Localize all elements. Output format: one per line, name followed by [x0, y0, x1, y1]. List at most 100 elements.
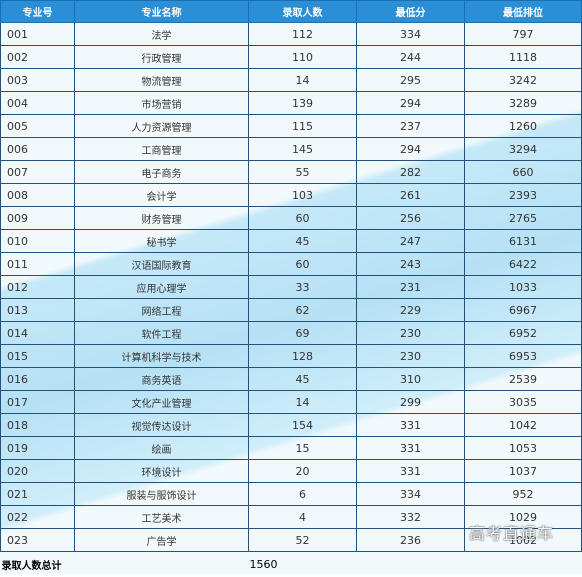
cell-min-score: 331: [357, 414, 465, 437]
cell-name: 工商管理: [75, 138, 249, 161]
total-label: 录取人数总计: [1, 552, 249, 577]
cell-min-rank: 1037: [465, 460, 582, 483]
table-header: 专业号 专业名称 录取人数 最低分 最低排位: [1, 1, 582, 23]
cell-name: 服装与服饰设计: [75, 483, 249, 506]
cell-min-score: 310: [357, 368, 465, 391]
cell-min-rank: 1033: [465, 276, 582, 299]
cell-enrolled: 154: [249, 414, 357, 437]
cell-name: 汉语国际教育: [75, 253, 249, 276]
cell-min-score: 331: [357, 437, 465, 460]
cell-code: 013: [1, 299, 75, 322]
cell-name: 秘书学: [75, 230, 249, 253]
cell-min-score: 247: [357, 230, 465, 253]
cell-enrolled: 33: [249, 276, 357, 299]
cell-enrolled: 139: [249, 92, 357, 115]
cell-enrolled: 128: [249, 345, 357, 368]
total-empty-cell: [357, 552, 582, 577]
cell-name: 文化产业管理: [75, 391, 249, 414]
cell-min-score: 334: [357, 23, 465, 46]
cell-code: 015: [1, 345, 75, 368]
cell-name: 会计学: [75, 184, 249, 207]
cell-name: 财务管理: [75, 207, 249, 230]
cell-name: 商务英语: [75, 368, 249, 391]
cell-name: 视觉传达设计: [75, 414, 249, 437]
cell-code: 020: [1, 460, 75, 483]
cell-code: 002: [1, 46, 75, 69]
cell-min-score: 294: [357, 92, 465, 115]
cell-min-rank: 6953: [465, 345, 582, 368]
cell-min-score: 299: [357, 391, 465, 414]
cell-min-score: 236: [357, 529, 465, 552]
cell-enrolled: 45: [249, 230, 357, 253]
cell-min-score: 261: [357, 184, 465, 207]
cell-code: 021: [1, 483, 75, 506]
cell-name: 软件工程: [75, 322, 249, 345]
cell-code: 003: [1, 69, 75, 92]
cell-min-score: 229: [357, 299, 465, 322]
cell-name: 网络工程: [75, 299, 249, 322]
cell-code: 004: [1, 92, 75, 115]
cell-enrolled: 103: [249, 184, 357, 207]
cell-code: 023: [1, 529, 75, 552]
cell-code: 012: [1, 276, 75, 299]
cell-enrolled: 110: [249, 46, 357, 69]
cell-name: 工艺美术: [75, 506, 249, 529]
cell-enrolled: 15: [249, 437, 357, 460]
cell-min-score: 295: [357, 69, 465, 92]
header-min-rank: 最低排位: [465, 1, 582, 23]
cell-min-rank: 797: [465, 23, 582, 46]
cell-name: 行政管理: [75, 46, 249, 69]
cell-name: 应用心理学: [75, 276, 249, 299]
header-min-score: 最低分: [357, 1, 465, 23]
header-name: 专业名称: [75, 1, 249, 23]
cell-min-rank: 1053: [465, 437, 582, 460]
cell-min-score: 331: [357, 460, 465, 483]
cell-code: 009: [1, 207, 75, 230]
cell-enrolled: 145: [249, 138, 357, 161]
cell-name: 绘画: [75, 437, 249, 460]
cell-name: 物流管理: [75, 69, 249, 92]
cell-min-score: 294: [357, 138, 465, 161]
cell-min-score: 237: [357, 115, 465, 138]
cell-enrolled: 4: [249, 506, 357, 529]
cell-enrolled: 55: [249, 161, 357, 184]
cell-enrolled: 20: [249, 460, 357, 483]
cell-code: 011: [1, 253, 75, 276]
cell-min-rank: 3294: [465, 138, 582, 161]
cell-name: 广告学: [75, 529, 249, 552]
cell-enrolled: 60: [249, 253, 357, 276]
cell-min-score: 332: [357, 506, 465, 529]
watermark-text: 高考直通车: [469, 520, 554, 544]
cell-code: 019: [1, 437, 75, 460]
cell-enrolled: 14: [249, 391, 357, 414]
cell-code: 010: [1, 230, 75, 253]
cell-code: 001: [1, 23, 75, 46]
cell-min-score: 243: [357, 253, 465, 276]
cell-enrolled: 112: [249, 23, 357, 46]
header-code: 专业号: [1, 1, 75, 23]
cell-name: 市场营销: [75, 92, 249, 115]
cell-min-rank: 2765: [465, 207, 582, 230]
header-row: 专业号 专业名称 录取人数 最低分 最低排位: [1, 1, 582, 23]
cell-min-rank: 660: [465, 161, 582, 184]
cell-name: 法学: [75, 23, 249, 46]
cell-min-rank: 6952: [465, 322, 582, 345]
cell-min-rank: 3035: [465, 391, 582, 414]
cell-min-score: 231: [357, 276, 465, 299]
cell-enrolled: 6: [249, 483, 357, 506]
